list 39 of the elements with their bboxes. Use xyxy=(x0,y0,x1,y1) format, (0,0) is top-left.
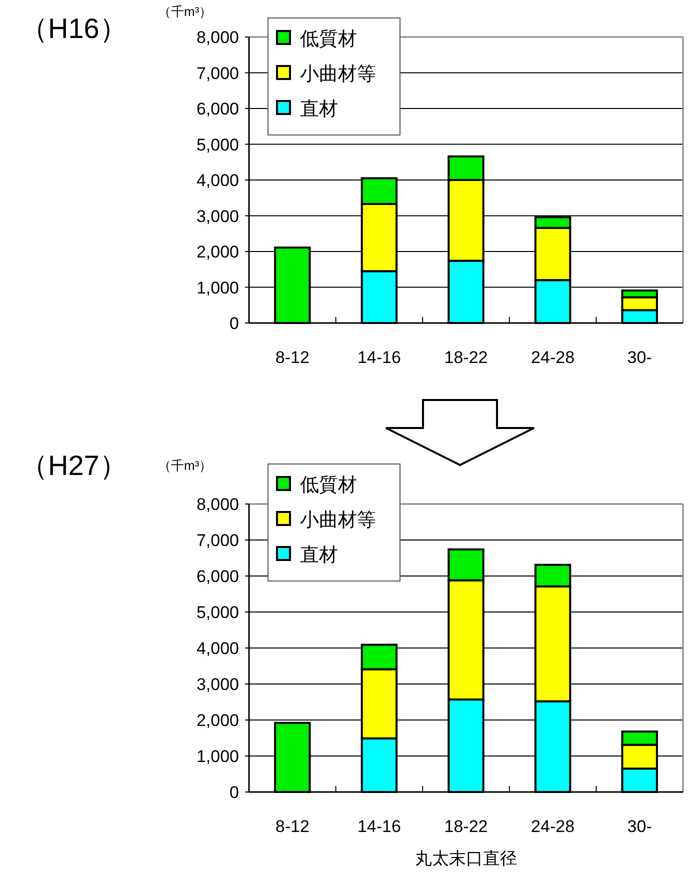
x-axis-title: 丸太末口直径 xyxy=(415,849,517,868)
y-tick-label: 7,000 xyxy=(196,531,239,550)
x-tick-label: 18-22 xyxy=(444,348,488,367)
x-tick-label: 14-16 xyxy=(357,348,401,367)
y-axis-title: （千m³） xyxy=(158,4,212,19)
x-tick-label: 8-12 xyxy=(275,348,310,367)
y-tick-label: 8,000 xyxy=(196,495,239,514)
y-tick-label: 8,000 xyxy=(196,28,239,47)
legend-label: 小曲材等 xyxy=(300,510,376,531)
legend-label: 低質材 xyxy=(300,29,357,50)
legend-label: 直材 xyxy=(300,545,338,566)
chart-title: （H27） xyxy=(20,450,128,481)
y-tick-label: 3,000 xyxy=(196,675,239,694)
y-tick-label: 6,000 xyxy=(196,100,239,118)
x-tick-label: 14-16 xyxy=(357,817,401,836)
chart-title: （H16） xyxy=(20,13,128,44)
y-tick-label: 1,000 xyxy=(196,747,239,766)
y-tick-label: 5,000 xyxy=(196,603,239,622)
y-tick-label: 2,000 xyxy=(196,242,239,262)
x-tick-label: 24-28 xyxy=(531,817,575,836)
legend-label: 低質材 xyxy=(300,475,357,496)
x-tick-label: 30- xyxy=(627,348,652,367)
y-tick-label: 2,000 xyxy=(196,711,239,730)
x-tick-label: 18-22 xyxy=(444,817,488,836)
legend-label: 直材 xyxy=(300,99,338,120)
y-axis-title: （千m³） xyxy=(158,458,212,473)
y-tick-label: 0 xyxy=(230,314,239,333)
x-tick-label: 24-28 xyxy=(531,348,575,367)
x-tick-label: 30- xyxy=(627,817,652,836)
y-tick-label: 4,000 xyxy=(196,639,239,658)
y-tick-label: 3,000 xyxy=(196,206,239,226)
y-tick-label: 7,000 xyxy=(196,64,239,83)
y-tick-label: 5,000 xyxy=(196,135,239,154)
y-tick-label: 6,000 xyxy=(196,567,239,586)
x-tick-label: 8-12 xyxy=(275,817,310,836)
y-tick-label: 1,000 xyxy=(196,278,239,298)
y-tick-label: 0 xyxy=(230,783,239,802)
legend-label: 小曲材等 xyxy=(300,64,376,85)
y-tick-label: 4,000 xyxy=(196,171,239,190)
